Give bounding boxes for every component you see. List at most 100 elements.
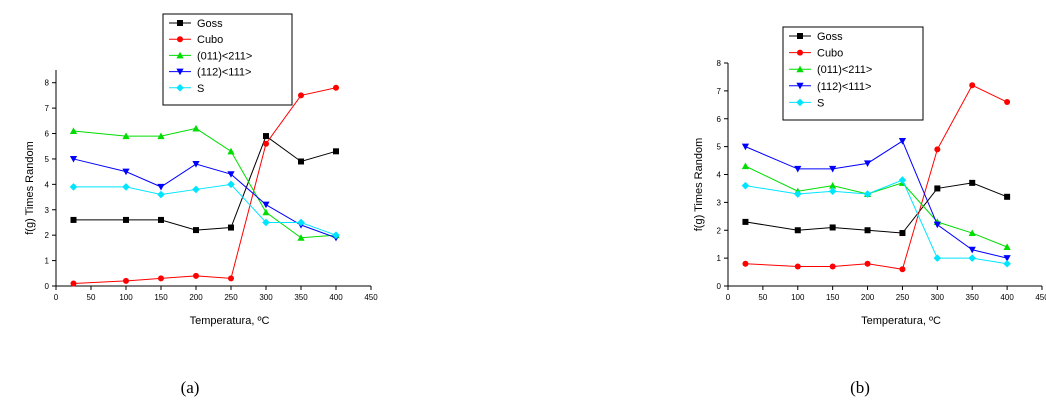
series-line xyxy=(73,127,337,239)
y-tick-label: 4 xyxy=(717,171,722,180)
x-tick-label: 300 xyxy=(259,293,273,302)
x-axis-label: Temperatura, ºC xyxy=(190,315,270,327)
x-tick-label: 300 xyxy=(931,293,945,302)
series-line xyxy=(73,183,337,236)
y-tick-label: 0 xyxy=(45,282,50,291)
legend-marker xyxy=(176,84,184,92)
legend-box xyxy=(162,13,293,106)
data-point xyxy=(864,227,871,234)
data-point xyxy=(742,260,749,267)
data-point xyxy=(741,143,750,151)
data-point xyxy=(898,176,907,184)
data-point xyxy=(898,138,907,145)
legend-marker xyxy=(177,36,183,43)
data-point xyxy=(933,221,941,229)
data-point xyxy=(934,185,941,192)
chart-a: 0 50 100 150 200 250 300 350 400 450 0 1 2 3 4 5 6 7 8 Temp… xyxy=(24,13,378,397)
legend-marker xyxy=(796,82,804,90)
legend-box xyxy=(782,26,924,121)
series-line xyxy=(745,182,1008,234)
data-point xyxy=(829,224,836,231)
data-point xyxy=(157,132,165,140)
series-1 xyxy=(742,82,1011,273)
series-line xyxy=(73,87,337,284)
axes: 0 50 100 150 200 250 300 350 400 450 0 1 2 3 4 5 6 7 8 xyxy=(717,59,1046,302)
data-point xyxy=(794,263,801,270)
x-tick-label: 100 xyxy=(119,293,133,302)
legend-label: Cubo xyxy=(817,48,843,60)
data-point xyxy=(332,231,340,239)
data-point xyxy=(228,224,234,231)
data-point xyxy=(122,168,130,176)
series-3 xyxy=(741,138,1011,262)
data-point xyxy=(228,275,234,282)
data-point xyxy=(899,230,906,237)
x-tick-label: 450 xyxy=(364,293,378,302)
y-tick-label: 5 xyxy=(45,155,50,164)
data-point xyxy=(298,158,304,165)
data-point xyxy=(933,254,942,262)
x-tick-label: 0 xyxy=(54,293,59,302)
data-point xyxy=(794,165,802,173)
x-tick-label: 400 xyxy=(329,293,343,302)
legend-marker xyxy=(176,68,184,76)
x-tick-label: 250 xyxy=(896,293,910,302)
y-tick-label: 4 xyxy=(45,180,50,189)
legend: Goss Cubo (011)<211> (112)<111> S xyxy=(782,26,924,121)
series-line xyxy=(745,179,1008,265)
y-tick-label: 1 xyxy=(717,254,722,263)
axes: 0 50 100 150 200 250 300 350 400 450 0 1 2 3 4 5 6 7 8 xyxy=(45,70,378,302)
y-tick-label: 0 xyxy=(717,282,722,291)
series-line xyxy=(745,165,1008,248)
data-point xyxy=(297,234,305,241)
data-point xyxy=(69,183,78,191)
y-tick-label: 6 xyxy=(717,115,722,124)
data-point xyxy=(1004,193,1011,200)
x-tick-label: 150 xyxy=(154,293,168,302)
data-point xyxy=(968,246,976,254)
legend-label: (112)<111> xyxy=(817,81,871,93)
x-tick-label: 200 xyxy=(861,293,875,302)
legend-marker xyxy=(797,33,803,39)
data-point xyxy=(262,208,270,216)
data-point xyxy=(157,190,165,199)
data-point xyxy=(227,147,235,155)
x-tick-label: 250 xyxy=(224,293,238,302)
data-point xyxy=(297,218,305,227)
data-point xyxy=(1003,259,1011,268)
data-point xyxy=(934,146,941,153)
x-tick-label: 450 xyxy=(1035,293,1046,302)
data-point xyxy=(968,229,976,237)
legend-label: (011)<211> xyxy=(817,64,872,76)
data-point xyxy=(157,183,165,191)
legend-marker xyxy=(176,51,184,59)
x-tick-label: 400 xyxy=(1000,293,1014,302)
x-tick-label: 100 xyxy=(791,293,805,302)
y-tick-label: 1 xyxy=(45,257,50,266)
data-point xyxy=(829,263,836,270)
data-point xyxy=(333,84,339,91)
data-point xyxy=(863,190,872,198)
x-tick-label: 150 xyxy=(826,293,840,302)
data-point xyxy=(1003,255,1011,262)
y-tick-label: 5 xyxy=(717,143,722,152)
legend-label: S xyxy=(197,83,204,95)
legend-label: Goss xyxy=(817,31,843,43)
data-point xyxy=(969,179,976,186)
data-point xyxy=(227,171,235,178)
data-point xyxy=(69,127,78,134)
figure-caption: (a) xyxy=(181,378,200,397)
y-tick-label: 3 xyxy=(45,206,50,215)
data-point xyxy=(70,280,77,287)
data-point xyxy=(794,227,801,234)
x-tick-label: 200 xyxy=(189,293,203,302)
data-point xyxy=(70,216,77,223)
data-point xyxy=(333,148,339,155)
data-point xyxy=(262,218,270,227)
data-point xyxy=(741,162,750,170)
data-point xyxy=(158,275,164,282)
series-1 xyxy=(70,84,339,287)
series-line xyxy=(745,140,1008,259)
data-point xyxy=(1003,243,1011,250)
data-point xyxy=(829,182,837,189)
